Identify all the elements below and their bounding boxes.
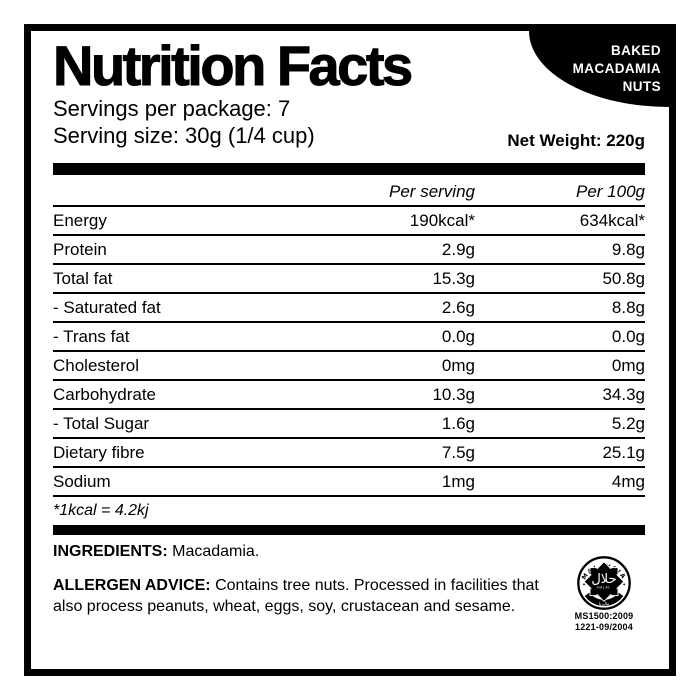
halal-bottom-band xyxy=(584,592,624,606)
allergen-label: ALLERGEN ADVICE: xyxy=(53,577,211,594)
net-weight: Net Weight: 220g xyxy=(507,131,645,150)
nutrient-per-100g-value: 8.8g xyxy=(611,297,645,317)
table-row: Sodium 1mg 4mg xyxy=(53,466,645,495)
product-badge: BAKED MACADAMIA NUTS xyxy=(529,31,669,107)
halal-certification: MALAYSIA ✦ ✦ ماليزيا حلال HALAL MS1500:2… xyxy=(559,555,649,633)
table-row: - Trans fat 0.0g 0.0g xyxy=(53,321,645,350)
svg-text:ماليزيا: ماليزيا xyxy=(598,601,609,607)
allergen-section: ALLERGEN ADVICE: Contains tree nuts. Pro… xyxy=(53,575,558,617)
nutrient-label: Energy xyxy=(53,210,107,230)
table-row: Carbohydrate 10.3g 34.3g xyxy=(53,379,645,408)
nutrient-per-serving-value: 1.6g xyxy=(441,413,475,433)
star-icon: ✦ xyxy=(582,582,586,587)
table-row: Cholesterol 0mg 0mg xyxy=(53,350,645,379)
table-footnote: *1kcal = 4.2kj xyxy=(53,495,645,525)
eight-point-star xyxy=(583,561,625,603)
nutrient-per-serving-value: 0mg xyxy=(441,355,475,375)
nutrient-per-100g-value: 25.1g xyxy=(602,442,645,462)
product-badge-line: BAKED xyxy=(610,43,661,58)
ingredients-label: INGREDIENTS: xyxy=(53,543,168,560)
product-badge-line: MACADAMIA xyxy=(572,61,661,76)
table-row: Energy 190kcal* 634kcal* xyxy=(53,205,645,234)
nutrient-per-100g-value: 0.0g xyxy=(611,326,645,346)
nutrient-per-100g-value: 9.8g xyxy=(611,239,645,259)
table-row: - Total Sugar 1.6g 5.2g xyxy=(53,408,645,437)
product-badge-line: NUTS xyxy=(622,79,661,94)
cert-number-line2: 1221-09/2004 xyxy=(575,622,633,632)
nutrient-per-100g-value: 34.3g xyxy=(602,384,645,404)
nutrient-per-serving-value: 15.3g xyxy=(432,268,475,288)
page-title: Nutrition Facts xyxy=(53,34,414,98)
nutrient-label: Sodium xyxy=(53,471,111,491)
nutrient-per-serving-value: 2.9g xyxy=(441,239,475,259)
nutrient-per-serving-value: 0.0g xyxy=(441,326,475,346)
nutrient-per-100g-value: 634kcal* xyxy=(579,210,645,230)
nutrient-per-100g-value: 5.2g xyxy=(611,413,645,433)
nutrient-label: Cholesterol xyxy=(53,355,139,375)
nutrient-label: - Saturated fat xyxy=(53,297,161,317)
nutrient-per-100g-value: 50.8g xyxy=(602,268,645,288)
nutrient-per-serving-value: 10.3g xyxy=(432,384,475,404)
table-row: - Saturated fat 2.6g 8.8g xyxy=(53,292,645,321)
ingredients-text: Macadamia. xyxy=(172,543,260,560)
nutrient-label: - Trans fat xyxy=(53,326,130,346)
table-bottom-bar xyxy=(53,525,645,535)
nutrient-label: Total fat xyxy=(53,268,113,288)
nutrition-table-body: Energy 190kcal* 634kcal* Protein 2.9g 9.… xyxy=(53,205,645,495)
table-row: Protein 2.9g 9.8g xyxy=(53,234,645,263)
cert-number-line1: MS1500:2009 xyxy=(574,611,634,621)
nutrient-per-serving-value: 7.5g xyxy=(441,442,475,462)
halal-bottom-arabic: ماليزيا xyxy=(598,601,609,607)
nutrition-table: Per serving Per 100g Energy 190kcal* 634… xyxy=(53,163,645,535)
nutrient-per-serving-value: 1mg xyxy=(441,471,475,491)
table-header-row: Per serving Per 100g xyxy=(53,175,645,205)
column-header-per-serving: Per serving xyxy=(389,181,475,201)
halal-arabic-text: حلال xyxy=(591,572,616,587)
table-top-bar xyxy=(53,163,645,175)
star-icon: ✦ xyxy=(622,582,626,587)
nutrient-per-100g-value: 0mg xyxy=(611,355,645,375)
ingredients-section: INGREDIENTS: Macadamia. xyxy=(53,543,259,561)
table-row: Total fat 15.3g 50.8g xyxy=(53,263,645,292)
nutrient-label: - Total Sugar xyxy=(53,413,150,433)
halal-logo-icon: MALAYSIA ✦ ✦ ماليزيا حلال HALAL xyxy=(577,556,631,610)
nutrient-label: Carbohydrate xyxy=(53,384,157,404)
allergen-text: Contains tree nuts. Processed in facilit… xyxy=(53,577,539,615)
serving-size: Serving size: 30g (1/4 cup) xyxy=(53,123,315,148)
nutrient-per-serving-value: 190kcal* xyxy=(409,210,475,230)
nutrient-per-serving-value: 2.6g xyxy=(441,297,475,317)
table-row: Dietary fibre 7.5g 25.1g xyxy=(53,437,645,466)
nutrition-label: BAKED MACADAMIA NUTS Nutrition Facts Ser… xyxy=(24,24,676,676)
servings-per-package: Servings per package: 7 xyxy=(53,96,291,121)
nutrient-per-100g-value: 4mg xyxy=(611,471,645,491)
nutrient-label: Protein xyxy=(53,239,107,259)
halal-latin-text: HALAL xyxy=(597,586,611,590)
nutrient-label: Dietary fibre xyxy=(53,442,145,462)
column-header-per-100g: Per 100g xyxy=(576,181,645,201)
